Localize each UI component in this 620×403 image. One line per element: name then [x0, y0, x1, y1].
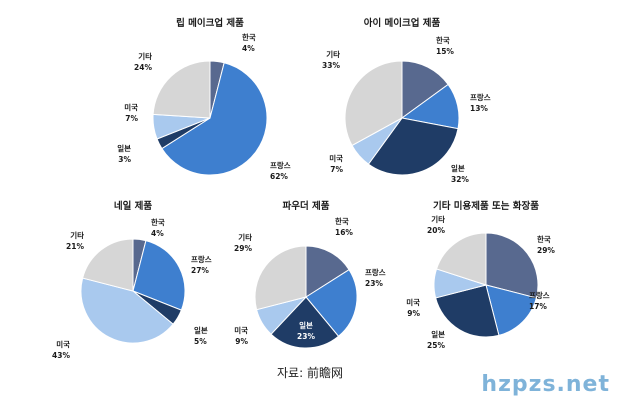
slice-label: 미국: [234, 325, 248, 335]
slice-label: 프랑스: [365, 267, 386, 277]
slice-label: 한국: [242, 32, 256, 42]
slice-percent: 9%: [235, 337, 248, 346]
slice-label: 미국: [406, 297, 420, 307]
slice-label: 한국: [335, 216, 349, 226]
pie-title: 립 메이크업 제품: [176, 17, 244, 29]
slice-percent: 20%: [427, 226, 445, 235]
slice-percent: 3%: [118, 155, 131, 164]
slice-percent: 16%: [335, 228, 353, 237]
pie-slice: [305, 245, 350, 298]
pie-slice: [485, 232, 539, 299]
pie-title: 기타 미용제품 또는 화장품: [433, 200, 539, 212]
slice-label: 기타: [138, 51, 152, 61]
slice-label: 한국: [537, 234, 551, 244]
slice-percent: 29%: [234, 244, 252, 253]
pie-title: 네일 제품: [114, 200, 153, 212]
slice-percent: 24%: [134, 63, 152, 72]
pie-slice: [435, 232, 487, 286]
slice-percent: 9%: [407, 309, 420, 318]
pie-slice: [367, 117, 459, 176]
slice-label: 기타: [70, 230, 84, 240]
slice-percent: 7%: [330, 165, 343, 174]
slice-label: 기타: [326, 49, 340, 59]
source-caption: 자료: 前瞻网: [277, 366, 343, 380]
slice-percent: 13%: [470, 104, 488, 113]
slice-label: 프랑스: [470, 92, 491, 102]
slice-percent: 32%: [451, 175, 469, 184]
slice-percent: 43%: [52, 351, 70, 360]
slice-label: 미국: [124, 102, 138, 112]
slice-percent: 27%: [191, 266, 209, 275]
pie-title: 아이 메이크업 제품: [364, 17, 441, 29]
slice-label: 일본: [117, 143, 131, 153]
pie-slice: [254, 245, 307, 311]
pie-slice: [82, 238, 134, 292]
slice-label: 기타: [238, 232, 252, 242]
pie-title: 파우더 제품: [282, 200, 329, 212]
slice-percent: 4%: [242, 44, 255, 53]
slice-percent: 25%: [427, 341, 445, 350]
slice-label: 한국: [436, 35, 450, 45]
slice-percent: 33%: [322, 61, 340, 70]
slice-percent: 15%: [436, 47, 454, 56]
slice-label: 프랑스: [529, 290, 550, 300]
slice-label: 일본: [431, 329, 445, 339]
slice-percent: 23%: [297, 332, 315, 341]
slice-label: 프랑스: [270, 160, 291, 170]
pie-slice: [132, 240, 186, 311]
slice-label: 일본: [194, 325, 208, 335]
slice-percent: 7%: [125, 114, 138, 123]
pie-slice: [305, 268, 358, 338]
slice-percent: 23%: [365, 279, 383, 288]
slice-percent: 17%: [529, 302, 547, 311]
slice-percent: 4%: [151, 229, 164, 238]
pie-slice: [80, 277, 174, 344]
slice-label: 미국: [56, 339, 70, 349]
pie-slice: [485, 284, 537, 336]
slice-percent: 29%: [537, 246, 555, 255]
slice-label: 기타: [431, 214, 445, 224]
pie-slice: [401, 60, 449, 119]
slice-percent: 62%: [270, 172, 288, 181]
slice-label: 미국: [329, 153, 343, 163]
slice-label: 일본: [299, 320, 313, 330]
slice-label: 일본: [451, 163, 465, 173]
pie-slice: [344, 60, 403, 147]
slice-percent: 5%: [194, 337, 207, 346]
pie-slice: [152, 60, 211, 119]
pie-slice: [161, 62, 268, 176]
watermark: hzpzs.net: [481, 372, 610, 397]
pie-slice: [435, 284, 500, 338]
pie-slice: [270, 296, 340, 349]
slice-percent: 21%: [66, 242, 84, 251]
slice-label: 한국: [151, 217, 165, 227]
slice-label: 프랑스: [191, 254, 212, 264]
